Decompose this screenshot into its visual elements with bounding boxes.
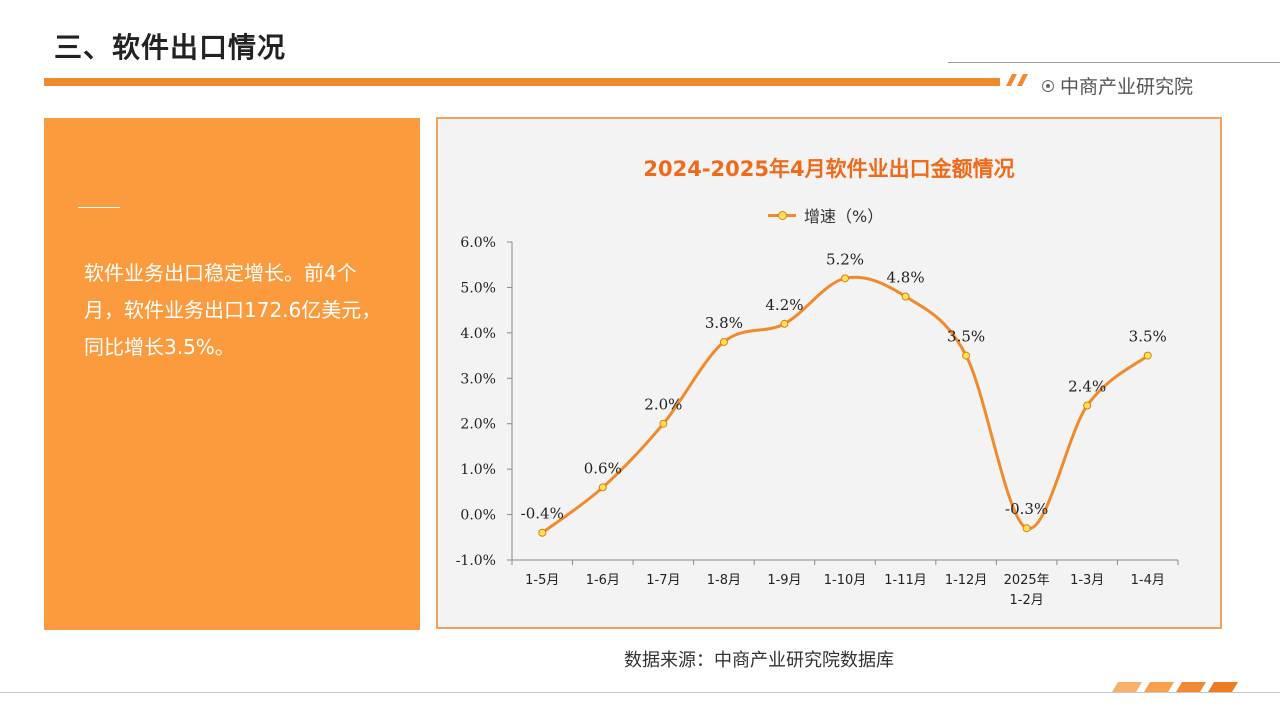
chart-legend: 增速（%） (768, 203, 883, 227)
x-tick-label: 1-6月 (586, 573, 620, 588)
data-label: 4.8% (886, 269, 924, 287)
x-tick-label: 1-2月 (1010, 593, 1044, 608)
data-label: 4.2% (765, 296, 803, 314)
footer-divider (0, 692, 1280, 693)
data-label: -0.3% (1005, 500, 1048, 518)
x-tick-label: 2025年 (1004, 573, 1050, 588)
x-tick-label: 1-7月 (646, 573, 680, 588)
data-point (962, 351, 971, 360)
x-tick-label: 1-5月 (525, 573, 559, 588)
y-tick-label: 6.0% (460, 235, 496, 251)
data-point (841, 274, 849, 283)
data-label: 3.8% (705, 314, 743, 332)
data-point (1022, 524, 1031, 533)
header-divider (948, 62, 1280, 63)
data-label: -0.4% (521, 505, 564, 523)
data-label: 3.5% (1129, 328, 1167, 346)
summary-panel: 软件业务出口稳定增长。前4个月，软件业务出口172.6亿美元，同比增长3.5%。 (44, 118, 420, 630)
data-label: 2.4% (1068, 378, 1106, 396)
data-source: 数据来源：中商产业研究院数据库 (624, 650, 894, 671)
legend-label: 增速（%） (804, 207, 884, 226)
summary-text: 软件业务出口稳定增长。前4个月，软件业务出口172.6亿美元，同比增长3.5%。 (84, 261, 382, 359)
y-tick-label: 5.0% (460, 280, 496, 296)
y-tick-label: 2.0% (460, 417, 496, 433)
x-tick-label: 1-11月 (884, 573, 927, 588)
data-point (1083, 401, 1092, 410)
x-tick-label: 1-9月 (767, 573, 801, 588)
data-point (901, 292, 910, 301)
title-underline-bar (44, 78, 1000, 86)
brand-name: 中商产业研究院 (1060, 76, 1194, 98)
x-tick-label: 1-4月 (1131, 573, 1165, 588)
legend-line-marker-icon (768, 209, 796, 221)
page-title: 三、软件出口情况 (54, 31, 287, 64)
x-tick-label: 1-8月 (707, 573, 741, 588)
panel-divider (78, 207, 120, 208)
data-point (659, 419, 668, 428)
data-point (719, 337, 728, 346)
x-tick-label: 1-12月 (945, 573, 988, 588)
data-point (780, 319, 789, 328)
data-label: 2.0% (644, 396, 682, 414)
x-tick-label: 1-3月 (1070, 573, 1104, 588)
data-point (538, 528, 547, 537)
x-tick-label: 1-10月 (824, 573, 867, 588)
y-tick-label: -1.0% (456, 553, 496, 569)
chart-container: -1.0% 0.0% 1.0% 2.0% 3.0% 4.0% 5.0% 6.0% 1-5月 1-6… (436, 117, 1222, 629)
brand-logo: 中商产业研究院 (1042, 72, 1193, 99)
series-line (541, 275, 1149, 534)
y-tick-label: 4.0% (460, 326, 496, 342)
stripes-decoration (1006, 74, 1028, 86)
chart-title: 2024-2025年4月软件业出口金额情况 (643, 157, 1015, 181)
data-label: 5.2% (826, 250, 864, 268)
y-tick-label: 1.0% (460, 462, 496, 478)
data-label: 3.5% (947, 328, 985, 346)
y-tick-label: 3.0% (460, 371, 496, 387)
footer-stripes-decoration (1112, 682, 1238, 692)
brand-circle-icon (1042, 79, 1054, 92)
line-chart: -1.0% 0.0% 1.0% 2.0% 3.0% 4.0% 5.0% 6.0% 1-5月 1-6… (456, 235, 1179, 608)
data-label: 0.6% (584, 459, 622, 477)
data-point (1143, 351, 1152, 360)
y-tick-label: 0.0% (460, 508, 496, 524)
data-point (598, 483, 607, 492)
